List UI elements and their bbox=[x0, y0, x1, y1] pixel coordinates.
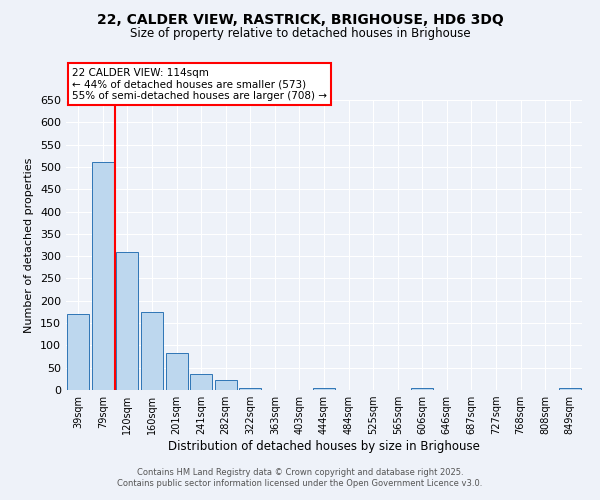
Text: 22 CALDER VIEW: 114sqm
← 44% of detached houses are smaller (573)
55% of semi-de: 22 CALDER VIEW: 114sqm ← 44% of detached… bbox=[72, 68, 327, 100]
Bar bbox=[67, 314, 89, 390]
Bar bbox=[166, 354, 188, 390]
Bar bbox=[141, 312, 163, 390]
X-axis label: Distribution of detached houses by size in Brighouse: Distribution of detached houses by size … bbox=[168, 440, 480, 453]
Bar bbox=[411, 388, 433, 390]
Y-axis label: Number of detached properties: Number of detached properties bbox=[25, 158, 34, 332]
Bar bbox=[116, 252, 139, 390]
Text: 22, CALDER VIEW, RASTRICK, BRIGHOUSE, HD6 3DQ: 22, CALDER VIEW, RASTRICK, BRIGHOUSE, HD… bbox=[97, 12, 503, 26]
Bar bbox=[559, 388, 581, 390]
Bar bbox=[92, 162, 114, 390]
Text: Size of property relative to detached houses in Brighouse: Size of property relative to detached ho… bbox=[130, 28, 470, 40]
Bar bbox=[313, 388, 335, 390]
Bar bbox=[239, 388, 262, 390]
Text: Contains HM Land Registry data © Crown copyright and database right 2025.
Contai: Contains HM Land Registry data © Crown c… bbox=[118, 468, 482, 487]
Bar bbox=[190, 374, 212, 390]
Bar bbox=[215, 380, 237, 390]
